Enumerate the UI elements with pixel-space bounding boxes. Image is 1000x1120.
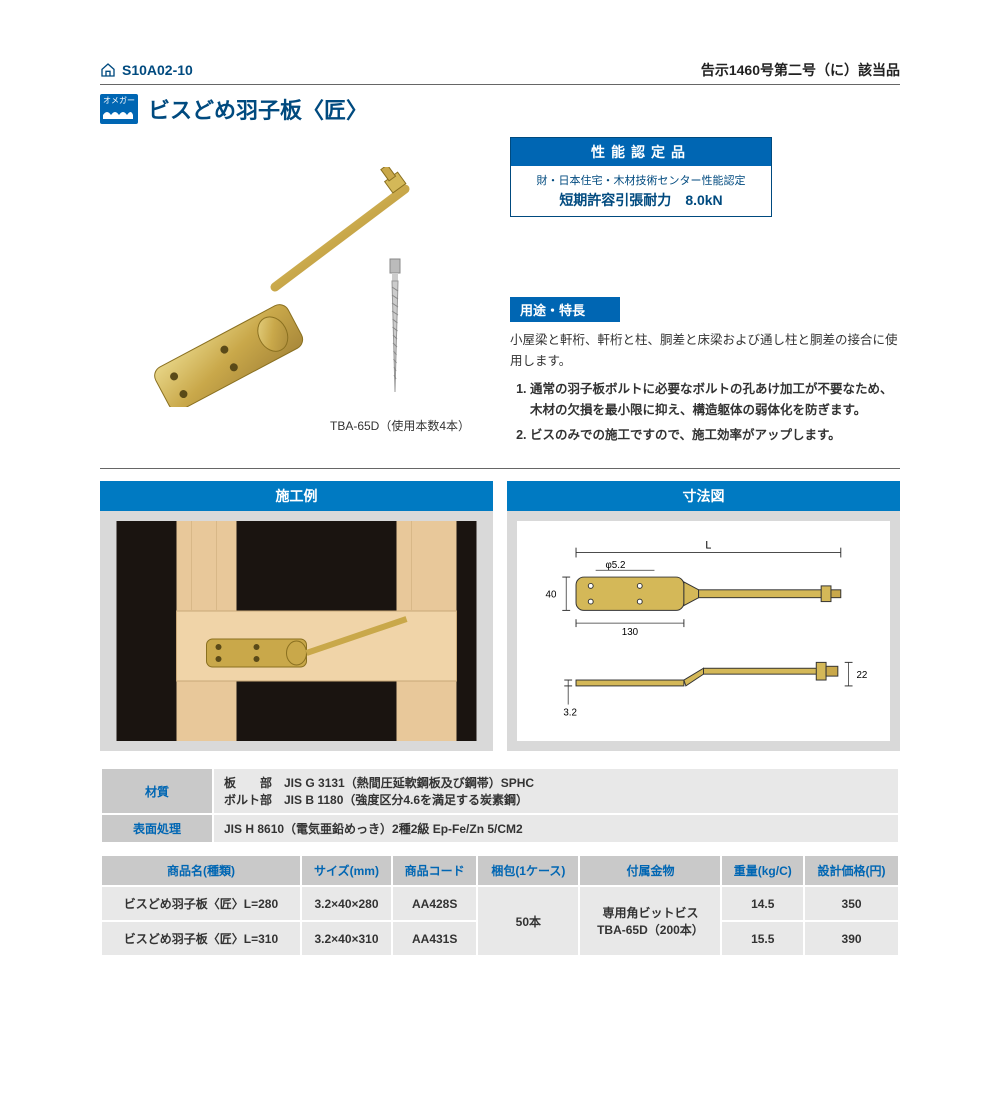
svg-text:L: L [705, 540, 711, 552]
material-table: 材質 板 部 JIS G 3131（熱間圧延軟鋼板及び鋼帯）SPHC ボルト部 … [100, 767, 900, 844]
product-code: S10A02-10 [122, 62, 193, 78]
install-image [100, 511, 493, 751]
th-accessory: 付属金物 [579, 855, 721, 886]
row2-code: AA431S [392, 921, 477, 956]
install-panel-header: 施工例 [100, 481, 493, 511]
th-package: 梱包(1ケース) [477, 855, 579, 886]
product-image: TBA-65D（使用本数4本） [100, 137, 490, 437]
row1-code: AA428S [392, 886, 477, 921]
svg-text:130: 130 [622, 627, 639, 638]
cert-label: 短期許容引張耐力 [559, 192, 671, 208]
cert-org: 財・日本住宅・木材技術センター性能認定 [515, 172, 767, 188]
row2-price: 390 [804, 921, 899, 956]
home-icon [100, 62, 116, 78]
cert-box: 性能認定品 財・日本住宅・木材技術センター性能認定 短期許容引張耐力 8.0kN [510, 137, 772, 217]
usage-point-2: ビスのみでの施工ですので、施工効率がアップします。 [530, 425, 900, 446]
row2-weight: 15.5 [721, 921, 804, 956]
th-name: 商品名(種類) [101, 855, 301, 886]
row1-name: ビスどめ羽子板〈匠〉L=280 [101, 886, 301, 921]
screw-label: TBA-65D（使用本数4本） [330, 417, 470, 434]
material-value-1: 板 部 JIS G 3131（熱間圧延軟鋼板及び鋼帯）SPHC ボルト部 JIS… [213, 768, 899, 814]
cert-value: 8.0kN [685, 192, 722, 208]
screw-icon [380, 257, 410, 397]
svg-text:3.2: 3.2 [563, 708, 577, 719]
accessory-cell: 専用角ビットビス TBA-65D（200本） [579, 886, 721, 956]
material-label-1: 材質 [101, 768, 213, 814]
top-bar: S10A02-10 告示1460号第二号（に）該当品 [100, 60, 900, 85]
title-row: オメガー ビスどめ羽子板〈匠〉 [100, 93, 900, 125]
material-value-2: JIS H 8610（電気亜鉛めっき）2種2級 Ep-Fe/Zn 5/CM2 [213, 814, 899, 843]
row1-size: 3.2×40×280 [301, 886, 392, 921]
row1-weight: 14.5 [721, 886, 804, 921]
usage-intro: 小屋梁と軒桁、軒桁と柱、胴差と床梁および通し柱と胴差の接合に使用します。 [510, 330, 900, 373]
usage-header: 用途・特長 [510, 297, 620, 322]
th-code: 商品コード [392, 855, 477, 886]
row1-price: 350 [804, 886, 899, 921]
th-weight: 重量(kg/C) [721, 855, 804, 886]
cert-header: 性能認定品 [511, 138, 771, 166]
divider [100, 468, 900, 469]
product-title: ビスどめ羽子板〈匠〉 [148, 93, 368, 125]
dimension-drawing: L φ5.2 [507, 511, 900, 751]
svg-text:φ5.2: φ5.2 [605, 560, 625, 571]
package-cell: 50本 [477, 886, 579, 956]
th-price: 設計価格(円) [804, 855, 899, 886]
row2-size: 3.2×40×310 [301, 921, 392, 956]
th-size: サイズ(mm) [301, 855, 392, 886]
omega-badge: オメガー [100, 94, 138, 124]
spec-table: 商品名(種類) サイズ(mm) 商品コード 梱包(1ケース) 付属金物 重量(k… [100, 854, 900, 957]
usage-list: 通常の羽子板ボルトに必要なボルトの孔あけ加工が不要なため、木材の欠損を最小限に抑… [510, 379, 900, 447]
row2-name: ビスどめ羽子板〈匠〉L=310 [101, 921, 301, 956]
dimension-panel-header: 寸法図 [507, 481, 900, 511]
compliance-text: 告示1460号第二号（に）該当品 [701, 60, 900, 80]
material-label-2: 表面処理 [101, 814, 213, 843]
svg-text:22: 22 [856, 670, 867, 681]
svg-text:40: 40 [546, 590, 557, 601]
usage-point-1: 通常の羽子板ボルトに必要なボルトの孔あけ加工が不要なため、木材の欠損を最小限に抑… [530, 379, 900, 422]
